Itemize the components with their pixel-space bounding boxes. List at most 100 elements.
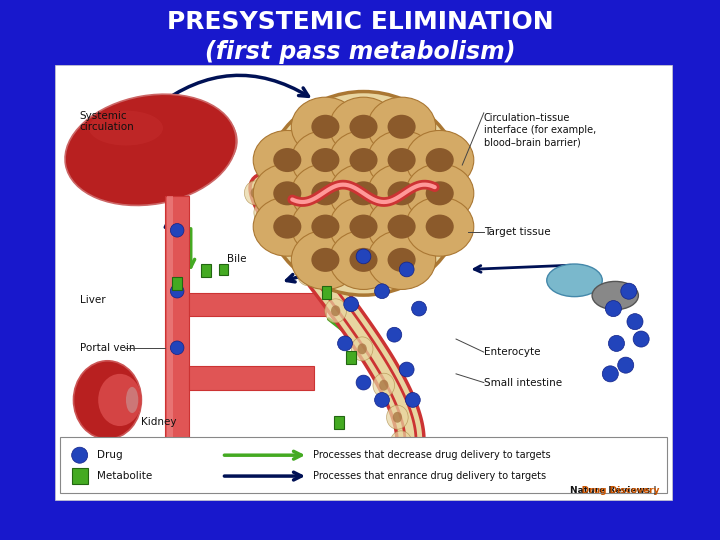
- Circle shape: [374, 284, 390, 299]
- Ellipse shape: [387, 248, 415, 272]
- Circle shape: [171, 224, 184, 237]
- Ellipse shape: [311, 214, 339, 239]
- Ellipse shape: [274, 214, 302, 239]
- Circle shape: [72, 447, 88, 463]
- Ellipse shape: [387, 148, 415, 172]
- Circle shape: [412, 301, 426, 316]
- Bar: [55, 65, 672, 500]
- Ellipse shape: [367, 164, 436, 223]
- Bar: [346, 351, 356, 364]
- Ellipse shape: [405, 197, 474, 256]
- Bar: [172, 277, 182, 290]
- Text: Liver: Liver: [80, 295, 105, 305]
- Ellipse shape: [379, 380, 388, 390]
- Ellipse shape: [297, 262, 319, 286]
- Text: Enterocyte: Enterocyte: [484, 347, 540, 357]
- Text: Systemic
circulation: Systemic circulation: [80, 111, 135, 132]
- Ellipse shape: [397, 437, 405, 448]
- Ellipse shape: [292, 97, 359, 157]
- Circle shape: [400, 362, 414, 377]
- Ellipse shape: [292, 197, 359, 256]
- Text: Portal vein: Portal vein: [80, 343, 135, 353]
- Ellipse shape: [351, 337, 373, 361]
- Text: Metabolite: Metabolite: [97, 471, 152, 481]
- Ellipse shape: [311, 148, 339, 172]
- Ellipse shape: [292, 131, 359, 190]
- Circle shape: [171, 285, 184, 298]
- Ellipse shape: [405, 131, 474, 190]
- Ellipse shape: [274, 148, 302, 172]
- Ellipse shape: [349, 214, 377, 239]
- Bar: [168, 195, 174, 465]
- Circle shape: [338, 336, 352, 351]
- Ellipse shape: [367, 230, 436, 289]
- Ellipse shape: [150, 106, 237, 176]
- Bar: [189, 367, 314, 390]
- Ellipse shape: [254, 201, 276, 225]
- Ellipse shape: [292, 164, 359, 223]
- Ellipse shape: [546, 264, 602, 296]
- Circle shape: [618, 357, 634, 373]
- Ellipse shape: [387, 115, 415, 139]
- Circle shape: [606, 301, 621, 316]
- Circle shape: [171, 341, 184, 355]
- Text: Drug: Drug: [97, 450, 122, 460]
- Ellipse shape: [592, 281, 639, 309]
- Ellipse shape: [65, 94, 236, 205]
- Ellipse shape: [330, 131, 397, 190]
- Text: Bile: Bile: [227, 254, 246, 264]
- Bar: [72, 468, 88, 484]
- Ellipse shape: [253, 164, 321, 223]
- Circle shape: [356, 375, 371, 390]
- Ellipse shape: [349, 248, 377, 272]
- Ellipse shape: [89, 111, 163, 145]
- Ellipse shape: [272, 228, 294, 252]
- Ellipse shape: [426, 181, 454, 205]
- Ellipse shape: [260, 207, 269, 218]
- Ellipse shape: [426, 148, 454, 172]
- Bar: [166, 195, 189, 465]
- Ellipse shape: [392, 412, 402, 423]
- Ellipse shape: [126, 387, 138, 413]
- Ellipse shape: [331, 305, 341, 316]
- Text: (first pass metabolism): (first pass metabolism): [204, 40, 516, 64]
- Ellipse shape: [274, 181, 302, 205]
- Ellipse shape: [311, 115, 339, 139]
- Circle shape: [608, 335, 624, 352]
- Bar: [334, 416, 343, 429]
- Ellipse shape: [373, 373, 395, 397]
- Ellipse shape: [279, 235, 288, 246]
- Bar: [189, 293, 326, 316]
- Ellipse shape: [330, 197, 397, 256]
- Ellipse shape: [325, 299, 346, 323]
- Text: Circulation–tissue
interface (for example,
blood–brain barrier): Circulation–tissue interface (for exampl…: [484, 113, 596, 147]
- Ellipse shape: [367, 97, 436, 157]
- Text: PRESYSTEMIC ELIMINATION: PRESYSTEMIC ELIMINATION: [167, 10, 553, 34]
- Ellipse shape: [405, 164, 474, 223]
- Circle shape: [374, 393, 390, 407]
- Bar: [322, 286, 331, 299]
- Ellipse shape: [311, 248, 339, 272]
- Ellipse shape: [98, 374, 141, 426]
- Ellipse shape: [253, 197, 321, 256]
- Circle shape: [633, 331, 649, 347]
- Ellipse shape: [358, 343, 366, 354]
- Ellipse shape: [330, 164, 397, 223]
- Ellipse shape: [390, 455, 399, 465]
- Text: Small intestine: Small intestine: [484, 377, 562, 388]
- Ellipse shape: [330, 230, 397, 289]
- Text: Target tissue: Target tissue: [484, 227, 551, 238]
- Ellipse shape: [426, 214, 454, 239]
- Ellipse shape: [311, 181, 339, 205]
- Text: Drug Discovery: Drug Discovery: [516, 486, 660, 495]
- Circle shape: [400, 262, 414, 277]
- Ellipse shape: [349, 115, 377, 139]
- Ellipse shape: [387, 181, 415, 205]
- Bar: [201, 264, 211, 277]
- Ellipse shape: [330, 97, 397, 157]
- Circle shape: [356, 249, 371, 264]
- Circle shape: [602, 366, 618, 382]
- Ellipse shape: [251, 187, 260, 198]
- Ellipse shape: [384, 448, 405, 472]
- Text: Nature Reviews |: Nature Reviews |: [570, 486, 660, 495]
